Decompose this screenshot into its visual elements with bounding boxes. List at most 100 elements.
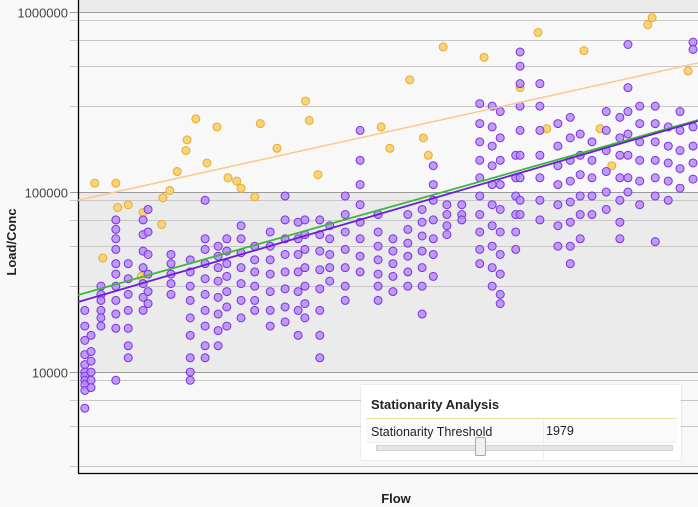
orange-data-point [304,115,314,125]
threshold-slider-track[interactable] [376,445,673,451]
purple-trend-line [77,120,698,303]
orange-data-point [191,114,201,124]
threshold-value[interactable]: 1979 [546,424,574,438]
purple-data-point [340,210,350,220]
orange-data-point [643,20,653,30]
y-tick-labels: 10000 100000 1000000 [17,6,68,381]
purple-data-point [185,367,195,377]
purple-data-point [373,255,383,265]
purple-data-point [515,210,525,220]
purple-data-point [280,267,290,277]
purple-data-point [675,107,685,117]
purple-data-point [587,191,597,201]
purple-data-point [200,289,210,299]
purple-data-point [166,259,176,269]
purple-data-point [138,305,148,315]
purple-data-point [280,317,290,327]
purple-data-point [138,215,148,225]
purple-data-point [442,200,452,210]
purple-data-point [601,107,611,117]
orange-data-point [232,176,242,186]
purple-data-point [250,267,260,277]
purple-data-point [442,230,452,240]
purple-data-point [355,180,365,190]
purple-data-point [515,173,525,183]
purple-data-point [650,191,660,201]
green-trend-line [77,119,698,296]
purple-data-point [265,287,275,297]
orange-data-point [607,161,617,171]
purple-data-point [515,61,525,71]
purple-data-point [388,287,398,297]
orange-data-point [181,146,191,156]
purple-data-point [495,107,505,117]
purple-data-point [428,271,438,281]
purple-data-point [650,101,660,111]
orange-data-point [250,192,260,202]
purple-data-point [487,141,497,151]
threshold-row [366,419,677,443]
purple-data-point [428,249,438,259]
purple-data-point [166,289,176,299]
purple-data-point [601,204,611,214]
purple-data-point [280,249,290,259]
purple-data-point [293,305,303,315]
purple-data-point [222,271,232,281]
purple-data-point [495,249,505,259]
purple-data-point [475,259,485,269]
purple-data-point [315,246,325,256]
purple-data-point [373,241,383,251]
purple-data-point [495,289,505,299]
purple-data-point [675,164,685,174]
purple-data-point [565,259,575,269]
purple-data-point [675,183,685,193]
orange-data-point [182,135,192,145]
threshold-slider-thumb[interactable] [474,437,486,456]
purple-data-point [403,281,413,291]
y-axis-title: Load/Conc [4,208,19,275]
purple-data-point [86,356,96,366]
purple-data-point [236,295,246,305]
purple-data-point [615,173,625,183]
purple-data-point [213,292,223,302]
orange-data-point [418,133,428,143]
purple-data-point [96,313,106,323]
purple-data-point [80,305,90,315]
purple-data-point [442,221,452,231]
purple-data-point [300,299,310,309]
purple-data-point [143,287,153,297]
purple-data-point [688,44,698,54]
purple-data-point [688,158,698,168]
purple-data-point [475,227,485,237]
purple-data-point [373,295,383,305]
orange-data-point [479,52,489,62]
purple-data-point [475,155,485,165]
purple-data-point [111,244,121,254]
orange-data-point [272,143,282,153]
purple-data-point [650,119,660,129]
purple-data-point [185,313,195,323]
purple-data-point [635,200,645,210]
purple-data-point [650,137,660,147]
purple-data-point [236,234,246,244]
purple-data-point [280,215,290,225]
purple-data-point [403,210,413,220]
orange-data-point [313,170,323,180]
orange-data-point [683,66,693,76]
purple-data-point [200,305,210,315]
purple-data-point [615,195,625,205]
purple-data-point [86,330,96,340]
purple-data-point [565,133,575,143]
purple-data-point [340,191,350,201]
purple-data-point [185,295,195,305]
purple-data-point [200,234,210,244]
purple-data-point [575,170,585,180]
purple-data-point [663,195,673,205]
x-axis-title: Flow [381,491,411,506]
purple-data-point [475,137,485,147]
orange-data-point [111,178,121,188]
purple-data-point [535,79,545,89]
purple-data-point [111,309,121,319]
purple-data-point [300,244,310,254]
purple-data-point [280,284,290,294]
